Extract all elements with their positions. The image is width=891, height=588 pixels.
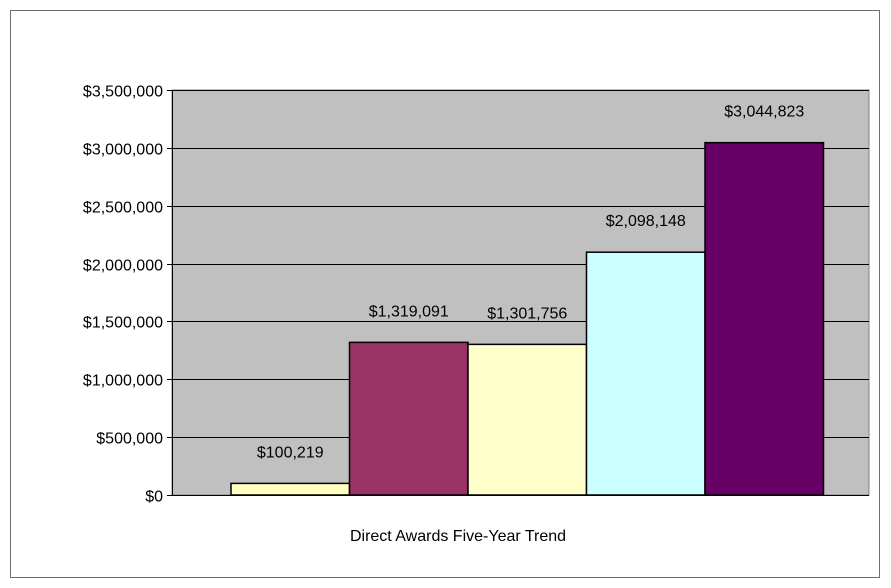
data-label: $3,044,823 [724, 104, 804, 121]
bar [230, 482, 351, 496]
bar [348, 341, 469, 496]
y-tick-label: $0 [145, 489, 163, 506]
bar [467, 343, 588, 496]
y-tick-label: $3,000,000 [83, 142, 163, 159]
y-tick-label: $3,500,000 [83, 84, 163, 101]
y-tick-label: $1,000,000 [83, 373, 163, 390]
bar [585, 251, 706, 496]
y-tick-label: $2,000,000 [83, 258, 163, 275]
y-tick-label: $2,500,000 [83, 200, 163, 217]
x-axis-title: Direct Awards Five-Year Trend [350, 528, 566, 545]
data-label: $2,098,148 [606, 213, 686, 230]
data-label: $1,301,756 [487, 305, 567, 322]
bars [230, 141, 825, 496]
data-label: $1,319,091 [369, 303, 449, 320]
y-axis-ticks: $0 $500,000 $1,000,000 $1,500,000 $2,000,000… [83, 84, 172, 506]
y-tick-label: $1,500,000 [83, 315, 163, 332]
data-labels: $100,219 $1,319,091 $1,301,756 $2,098,148 $3… [257, 104, 805, 462]
data-label: $100,219 [257, 444, 324, 461]
bar [704, 141, 825, 496]
y-tick-label: $500,000 [96, 431, 163, 448]
